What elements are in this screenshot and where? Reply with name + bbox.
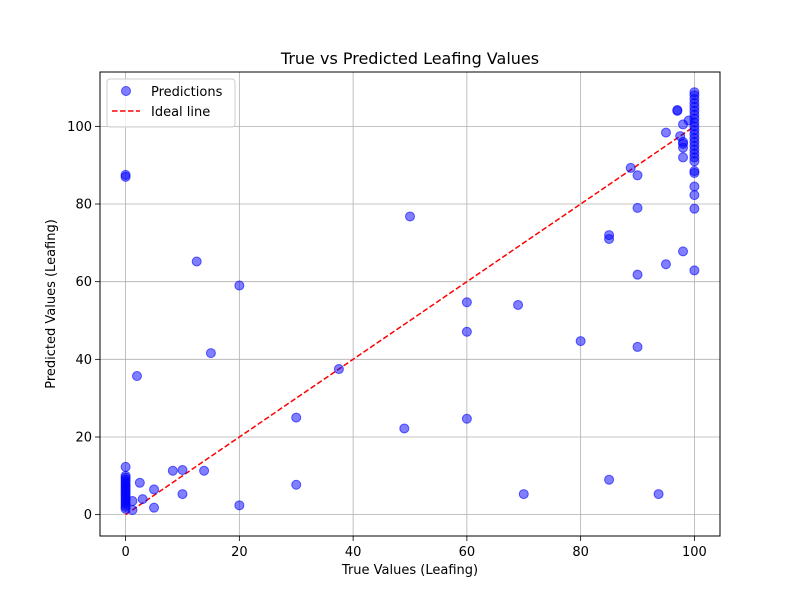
scatter-point [518, 489, 529, 500]
y-axis-label: Predicted Values (Leafing) [44, 219, 59, 389]
scatter-point [127, 504, 138, 515]
scatter-point [461, 297, 472, 308]
scatter-points [120, 87, 700, 515]
y-tick-label: 0 [84, 508, 92, 523]
scatter-point [234, 500, 245, 511]
legend-marker-predictions [121, 86, 131, 96]
scatter-point [689, 156, 700, 167]
ideal-line-layer [125, 125, 695, 516]
ideal-line [125, 125, 695, 516]
scatter-point [120, 461, 131, 472]
scatter-point [291, 479, 302, 490]
scatter-point [149, 484, 160, 495]
scatter-point [177, 464, 188, 475]
scatter-point [689, 265, 700, 276]
scatter-point [120, 171, 131, 182]
y-axis-ticks: 0 20 40 60 80 100 [67, 120, 100, 523]
legend: Predictions Ideal line [106, 78, 236, 128]
scatter-point [604, 474, 615, 485]
y-tick-label: 20 [75, 430, 92, 445]
x-tick-label: 0 [121, 545, 129, 560]
legend-box [106, 78, 236, 128]
scatter-point [167, 465, 178, 476]
scatter-point [689, 181, 700, 192]
x-tick-label: 100 [682, 545, 707, 560]
x-tick-label: 20 [231, 545, 248, 560]
legend-label-predictions: Predictions [151, 85, 223, 100]
scatter-point [191, 256, 202, 267]
scatter-point [672, 105, 683, 116]
scatter-point [405, 211, 415, 222]
grid-lines [100, 72, 720, 536]
x-tick-label: 40 [345, 545, 362, 560]
scatter-point [678, 152, 689, 163]
scatter-point [575, 336, 586, 347]
scatter-point [632, 341, 643, 352]
chart-title: True vs Predicted Leafing Values [280, 49, 539, 68]
scatter-point [137, 494, 148, 505]
scatter-point [131, 371, 142, 382]
scatter-point [234, 280, 245, 291]
scatter-point [513, 299, 524, 310]
scatter-point [199, 465, 210, 476]
scatter-point [291, 412, 302, 423]
y-tick-label: 60 [75, 275, 92, 290]
scatter-point [333, 364, 344, 375]
scatter-point [134, 477, 145, 488]
y-tick-label: 80 [75, 198, 92, 213]
plot-frame [99, 71, 721, 537]
scatter-point [678, 246, 689, 257]
scatter-point [632, 170, 643, 181]
scatter-point [660, 127, 671, 138]
y-tick-label: 100 [67, 120, 92, 135]
scatter-point [653, 489, 664, 500]
x-axis-label: True Values (Leafing) [341, 563, 478, 578]
scatter-point [461, 326, 472, 337]
scatter-point [632, 202, 643, 213]
scatter-point [660, 259, 671, 270]
scatter-point [689, 203, 700, 214]
x-tick-label: 80 [572, 545, 589, 560]
scatter-point [689, 167, 700, 178]
x-tick-label: 60 [459, 545, 476, 560]
legend-label-ideal-line: Ideal line [151, 105, 210, 120]
scatter-point [689, 190, 700, 201]
scatter-point [149, 502, 160, 513]
scatter-point [399, 423, 410, 434]
scatter-point [678, 142, 689, 153]
scatter-point [461, 413, 472, 424]
scatter-point [127, 496, 138, 507]
x-axis-ticks: 0 20 40 60 80 100 [121, 536, 707, 560]
scatter-point [177, 489, 188, 500]
y-tick-label: 40 [75, 353, 92, 368]
scatter-point [205, 348, 216, 359]
scatter-point [625, 162, 636, 173]
scatter-point [632, 269, 643, 280]
scatter-point [604, 233, 615, 244]
